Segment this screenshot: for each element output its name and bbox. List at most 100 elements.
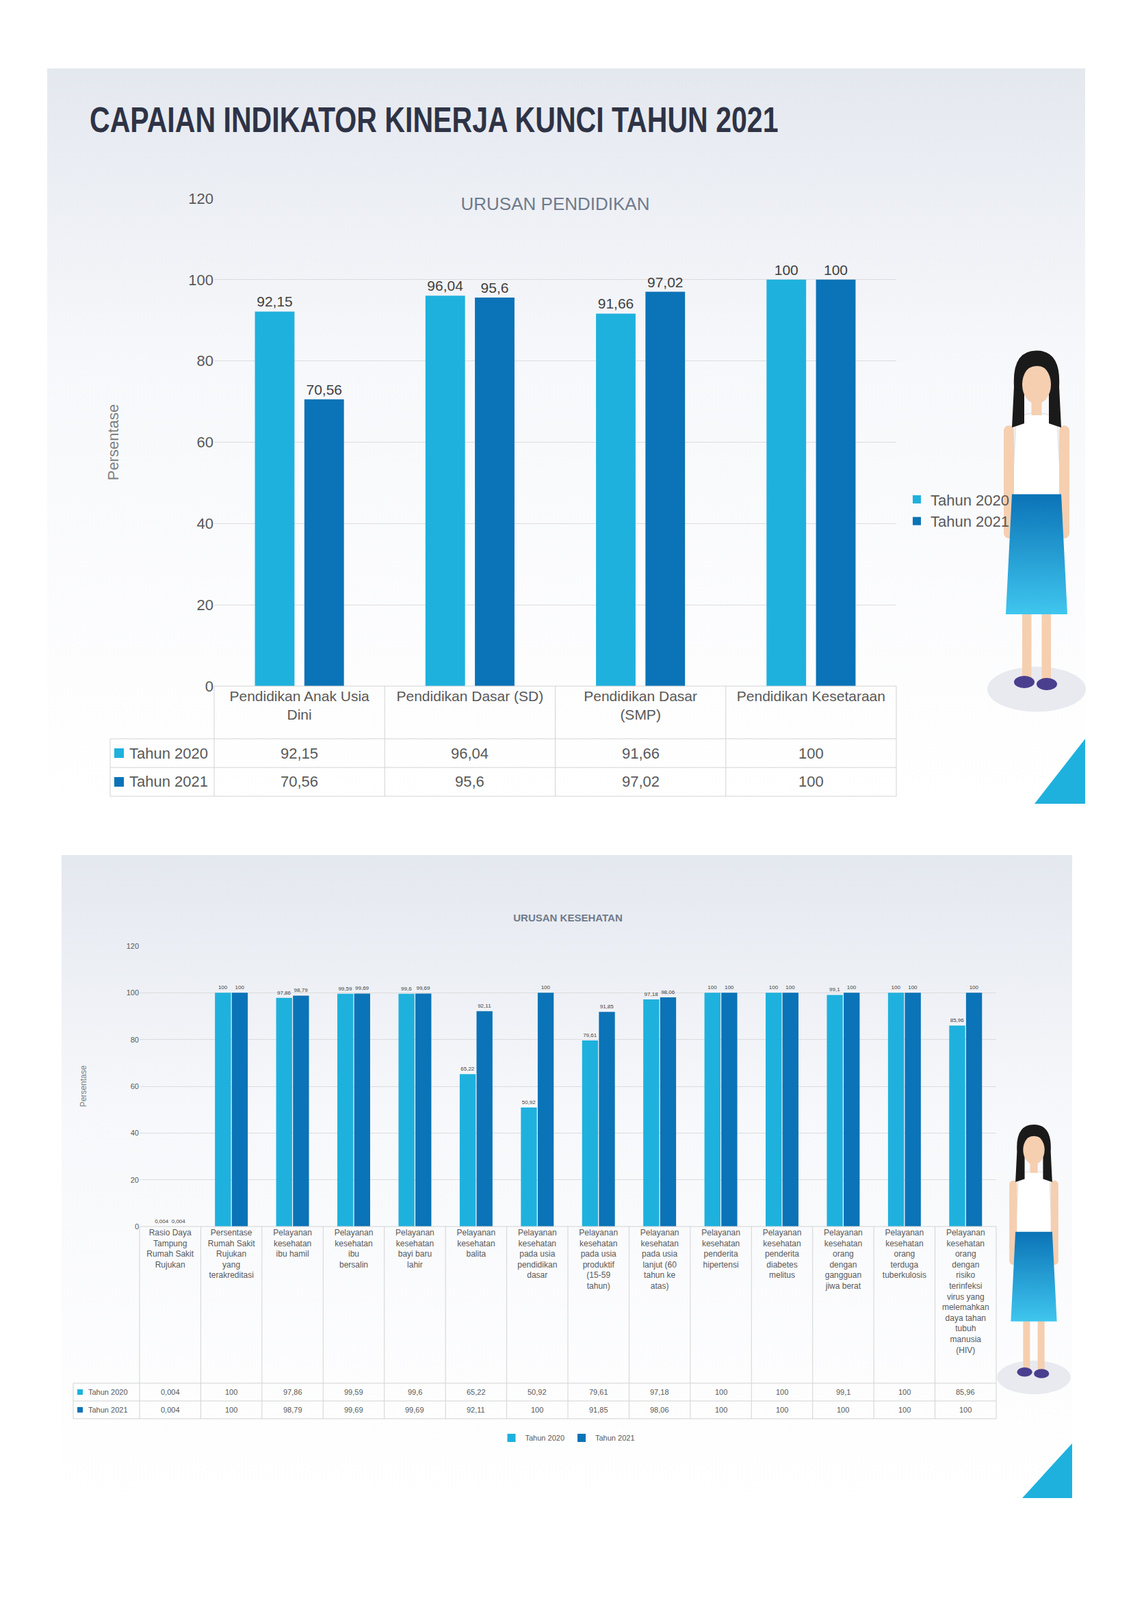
svg-text:91,66: 91,66 — [598, 295, 635, 312]
svg-text:96,04: 96,04 — [426, 277, 464, 294]
svg-text:100: 100 — [225, 1406, 238, 1415]
svg-text:100: 100 — [823, 262, 848, 278]
svg-text:99,1: 99,1 — [829, 986, 841, 993]
svg-text:0: 0 — [134, 1222, 139, 1231]
svg-text:97,18: 97,18 — [644, 991, 659, 998]
svg-text:100: 100 — [188, 271, 214, 289]
svg-text:100: 100 — [785, 984, 796, 991]
svg-text:100: 100 — [907, 984, 918, 991]
svg-text:60: 60 — [130, 1082, 139, 1091]
svg-text:Tahun 2020: Tahun 2020 — [930, 491, 1010, 510]
svg-text:100: 100 — [126, 988, 139, 997]
svg-text:99,69: 99,69 — [355, 985, 370, 992]
svg-text:70,56: 70,56 — [305, 381, 343, 398]
svg-text:100: 100 — [898, 1406, 911, 1415]
svg-text:99,59: 99,59 — [338, 985, 353, 993]
svg-text:100: 100 — [847, 984, 857, 991]
svg-text:98,79: 98,79 — [294, 987, 309, 994]
svg-text:97,02: 97,02 — [647, 274, 684, 291]
svg-text:100: 100 — [775, 1406, 789, 1415]
svg-text:97,86: 97,86 — [277, 990, 292, 997]
svg-text:97,86: 97,86 — [283, 1388, 303, 1397]
svg-text:20: 20 — [130, 1176, 139, 1185]
svg-text:99,69: 99,69 — [416, 985, 431, 992]
svg-text:91,85: 91,85 — [600, 1003, 615, 1010]
svg-text:40: 40 — [130, 1128, 139, 1138]
svg-text:URUSAN PENDIDIKAN: URUSAN PENDIDIKAN — [461, 193, 650, 215]
svg-text:100: 100 — [898, 1388, 911, 1397]
svg-text:70,56: 70,56 — [280, 773, 319, 791]
svg-text:100: 100 — [724, 984, 735, 991]
svg-text:91,66: 91,66 — [621, 745, 660, 763]
svg-text:Pelayanankesehatanorangdenganr: Pelayanankesehatanorangdenganrisikoterin… — [942, 1228, 990, 1356]
svg-text:Tahun 2020: Tahun 2020 — [88, 1388, 128, 1397]
svg-text:20: 20 — [197, 596, 214, 614]
svg-text:120: 120 — [188, 190, 214, 208]
svg-text:85,96: 85,96 — [955, 1388, 975, 1397]
svg-text:Pelayanankesehatanpenderitahip: Pelayanankesehatanpenderitahipertensi — [701, 1228, 741, 1270]
svg-text:100: 100 — [234, 984, 245, 991]
svg-text:Persentase: Persentase — [104, 404, 122, 481]
svg-text:100: 100 — [836, 1406, 850, 1415]
svg-text:100: 100 — [715, 1388, 728, 1397]
svg-text:50,92: 50,92 — [522, 1099, 537, 1106]
svg-text:97,18: 97,18 — [650, 1388, 670, 1397]
svg-text:Pelayanankesehatanorangterduga: Pelayanankesehatanorangterdugatuberkulos… — [882, 1228, 927, 1281]
svg-text:98,79: 98,79 — [283, 1406, 303, 1415]
svg-text:65,22: 65,22 — [466, 1388, 486, 1397]
svg-text:Pendidikan Anak UsiaDini: Pendidikan Anak UsiaDini — [229, 688, 370, 723]
svg-text:100: 100 — [530, 1406, 544, 1415]
svg-text:Pelayanankesehatanibu hamil: Pelayanankesehatanibu hamil — [273, 1228, 312, 1259]
svg-text:92,11: 92,11 — [477, 1003, 492, 1010]
svg-text:65,22: 65,22 — [460, 1066, 475, 1073]
svg-text:Persentase: Persentase — [78, 1065, 89, 1108]
svg-text:Tahun 2020: Tahun 2020 — [525, 1434, 566, 1443]
svg-text:79,61: 79,61 — [582, 1032, 598, 1039]
svg-text:92,15: 92,15 — [280, 745, 319, 763]
svg-text:100: 100 — [775, 1388, 789, 1397]
svg-text:91,85: 91,85 — [589, 1406, 609, 1415]
svg-text:Pelayanankesehatanpenderitadia: Pelayanankesehatanpenderitadiabetesmelit… — [762, 1228, 802, 1281]
svg-text:99,69: 99,69 — [405, 1406, 425, 1415]
svg-text:92,15: 92,15 — [256, 293, 293, 310]
svg-text:0,004: 0,004 — [160, 1388, 180, 1397]
svg-text:URUSAN KESEHATAN: URUSAN KESEHATAN — [513, 912, 622, 924]
svg-text:Pelayanankesehatanpada usiapen: Pelayanankesehatanpada usiapendidikandas… — [517, 1228, 557, 1281]
svg-text:100: 100 — [218, 984, 228, 991]
svg-text:99,69: 99,69 — [344, 1406, 364, 1415]
svg-text:Tahun 2021: Tahun 2021 — [595, 1434, 635, 1443]
svg-text:Tahun 2021: Tahun 2021 — [930, 513, 1010, 531]
svg-text:100: 100 — [891, 984, 902, 991]
svg-text:0,004: 0,004 — [160, 1406, 180, 1415]
svg-text:100: 100 — [969, 984, 980, 991]
svg-text:0,004: 0,004 — [154, 1218, 169, 1225]
svg-text:Pendidikan Dasar (SD): Pendidikan Dasar (SD) — [396, 688, 544, 705]
svg-text:Tahun 2021: Tahun 2021 — [129, 773, 208, 791]
svg-text:60: 60 — [197, 433, 214, 451]
svg-text:99,6: 99,6 — [400, 985, 412, 993]
svg-text:99,59: 99,59 — [344, 1388, 364, 1397]
svg-text:Pelayanankesehatanbalita: Pelayanankesehatanbalita — [457, 1228, 497, 1259]
svg-text:PersentaseRumah SakitRujukanya: PersentaseRumah SakitRujukanyangterakred… — [208, 1228, 256, 1281]
svg-text:98,06: 98,06 — [650, 1406, 670, 1415]
svg-text:100: 100 — [715, 1406, 728, 1415]
svg-text:100: 100 — [707, 984, 718, 991]
svg-text:50,92: 50,92 — [527, 1388, 547, 1397]
svg-text:100: 100 — [798, 773, 824, 791]
svg-text:Tahun 2021: Tahun 2021 — [88, 1406, 128, 1415]
svg-text:Pendidikan Dasar(SMP): Pendidikan Dasar(SMP) — [583, 688, 698, 723]
svg-text:0,004: 0,004 — [171, 1218, 187, 1225]
svg-text:97,02: 97,02 — [621, 773, 660, 791]
svg-text:40: 40 — [197, 515, 214, 533]
svg-text:100: 100 — [225, 1388, 238, 1397]
svg-text:99,6: 99,6 — [407, 1388, 423, 1397]
svg-text:0: 0 — [205, 678, 214, 696]
svg-text:80: 80 — [197, 352, 214, 370]
svg-text:100: 100 — [769, 984, 779, 991]
svg-text:100: 100 — [541, 984, 551, 991]
svg-text:95,6: 95,6 — [481, 279, 510, 296]
svg-text:Tahun 2020: Tahun 2020 — [129, 745, 208, 763]
svg-text:99,1: 99,1 — [836, 1388, 851, 1397]
svg-text:100: 100 — [774, 262, 799, 278]
svg-text:85,96: 85,96 — [950, 1017, 965, 1024]
